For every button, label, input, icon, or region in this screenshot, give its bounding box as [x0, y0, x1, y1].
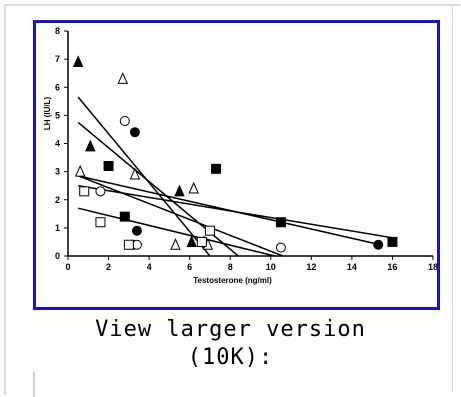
x-tick-label: 6 — [187, 262, 192, 272]
regression-line — [77, 207, 276, 257]
data-point-open-triangle — [74, 164, 86, 177]
data-point-filled-triangle — [174, 184, 185, 197]
chart-thumbnail-link[interactable]: 0 1 2 3 4 5 6 7 8 0 2 4 6 8 10 12 14 16 18 Testosterone (ng… — [33, 20, 440, 310]
data-point-open-circle — [119, 116, 130, 126]
y-tick-label: 1 — [55, 223, 60, 233]
y-tick-label: 7 — [55, 54, 60, 64]
file-size-text[interactable]: (10K): — [187, 345, 274, 370]
data-point-open-square — [79, 186, 90, 197]
regression-line — [77, 96, 211, 257]
y-tick-label: 4 — [55, 139, 60, 149]
y-tick-label: 0 — [55, 251, 60, 261]
regression-line — [77, 175, 284, 257]
data-point-filled-circle — [131, 225, 142, 236]
data-point-open-square — [95, 217, 106, 228]
y-tick-label: 6 — [55, 82, 60, 92]
x-tick-label: 4 — [147, 262, 152, 272]
data-point-filled-square — [119, 211, 130, 222]
data-point-filled-square — [387, 236, 398, 247]
data-point-filled-triangle — [72, 55, 84, 67]
y-tick-label: 8 — [55, 26, 60, 36]
x-tick-label: 10 — [266, 262, 276, 272]
y-axis-title: LH (IU/L) — [43, 97, 52, 131]
data-point-open-circle — [95, 186, 106, 197]
y-tick-label: 3 — [55, 167, 60, 177]
data-point-filled-square — [211, 163, 222, 174]
data-point-filled-triangle — [85, 139, 96, 152]
x-tick-label: 12 — [306, 262, 316, 272]
y-tick-label: 2 — [55, 195, 60, 205]
data-point-filled-square — [103, 161, 114, 171]
caption: View larger version (10K): — [0, 316, 461, 372]
x-tick-label: 16 — [387, 262, 397, 272]
data-point-open-square — [204, 225, 215, 236]
view-larger-text[interactable]: View larger version — [95, 317, 366, 342]
x-tick-label: 0 — [65, 262, 70, 272]
right-divider — [452, 4, 453, 393]
data-point-open-circle — [275, 242, 286, 253]
data-point-filled-circle — [373, 239, 384, 250]
x-tick-label: 18 — [428, 262, 437, 272]
view-larger-link[interactable]: View larger version (10K): — [95, 317, 366, 370]
data-point-open-triangle — [170, 238, 181, 250]
y-tick-label: 5 — [55, 110, 60, 120]
x-axis-title: Testosterone (ng/ml) — [193, 276, 272, 285]
data-point-filled-circle — [129, 127, 140, 138]
data-point-filled-triangle — [186, 235, 197, 247]
x-tick-label: 2 — [106, 262, 111, 272]
data-point-open-triangle — [129, 167, 141, 180]
data-point-open-triangle — [188, 181, 199, 194]
data-point-open-square — [123, 239, 134, 250]
left-divider — [33, 372, 35, 397]
x-tick-label: 8 — [228, 262, 233, 272]
data-point-open-triangle — [117, 72, 129, 84]
x-tick-label: 14 — [347, 262, 357, 272]
data-point-filled-square — [275, 217, 286, 228]
data-point-open-square — [196, 236, 207, 247]
regression-line — [78, 184, 393, 239]
